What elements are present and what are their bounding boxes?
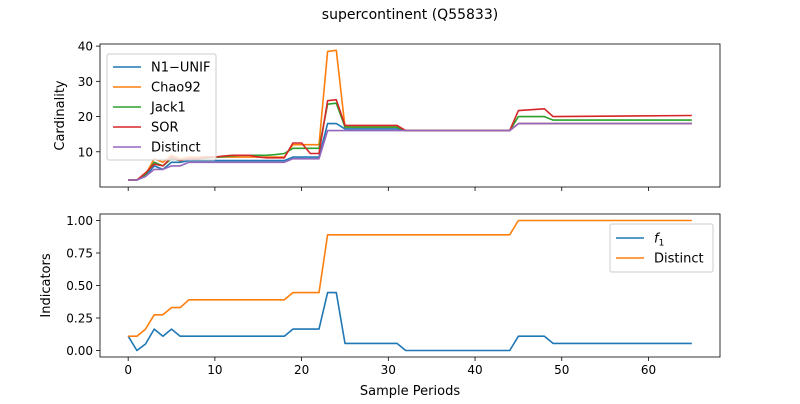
x-tick-label-30: 30 [381, 363, 396, 377]
legend-label-n1-unif: N1−UNIF [151, 61, 210, 76]
x-tick-label-10: 10 [207, 363, 222, 377]
x-tick-label-0: 0 [124, 363, 132, 377]
series-line-1-1 [128, 219, 692, 337]
legend-label-distinct-ind: Distinct [654, 252, 704, 267]
y-tick-label-1-3: 0.75 [66, 247, 93, 261]
y-tick-label-0-1: 20 [78, 110, 93, 124]
indicators-ylabel: Indicators [39, 253, 54, 317]
legend-label-distinct: Distinct [151, 141, 201, 156]
cardinality-legend: N1−UNIF Chao92 Jack1 SOR Distinct [106, 53, 217, 161]
series-line-0-4 [128, 122, 692, 181]
x-tick-label-60: 60 [641, 363, 656, 377]
cardinality-axes-frame [99, 43, 721, 188]
y-tick-label-0-0: 10 [78, 145, 93, 159]
x-axis-label: Sample Periods [360, 384, 460, 399]
cardinality-legend-box [106, 53, 217, 161]
figure-title: supercontinent (Q55833) [322, 7, 498, 23]
cardinality-ticks: 10 20 30 40 [78, 40, 649, 191]
x-tick-label-20: 20 [294, 363, 309, 377]
subplot-cardinality: 10 20 30 40 Cardinality N1−UNIF Chao92 Jack… [53, 40, 721, 191]
subplot-indicators: 0 10 20 30 40 50 60 0.00 0.25 0.50 0.75 1.00 Indica… [39, 213, 721, 377]
x-tick-label-40: 40 [467, 363, 482, 377]
indicators-legend-box [609, 223, 714, 273]
series-line-0-0 [128, 122, 692, 181]
cardinality-ylabel: Cardinality [53, 80, 68, 151]
y-tick-label-1-0: 0.00 [66, 344, 93, 358]
legend-label-chao92: Chao92 [151, 81, 201, 96]
indicators-ticks: 0 10 20 30 40 50 60 0.00 0.25 0.50 0.75 1.00 [66, 214, 656, 377]
y-tick-label-0-3: 40 [78, 40, 93, 54]
series-line-1-0 [127, 291, 692, 352]
y-tick-label-1-2: 0.50 [66, 279, 93, 293]
legend-label-f1: f1 [654, 232, 664, 249]
legend-label-jack1: Jack1 [150, 101, 186, 116]
legend-label-sor: SOR [151, 121, 179, 136]
indicators-marks [127, 219, 692, 352]
y-tick-label-1-1: 0.25 [66, 312, 93, 326]
y-tick-label-1-4: 1.00 [66, 214, 93, 228]
x-tick-label-50: 50 [554, 363, 569, 377]
y-tick-label-0-2: 30 [78, 75, 93, 89]
indicators-legend: f1 Distinct [609, 223, 714, 273]
